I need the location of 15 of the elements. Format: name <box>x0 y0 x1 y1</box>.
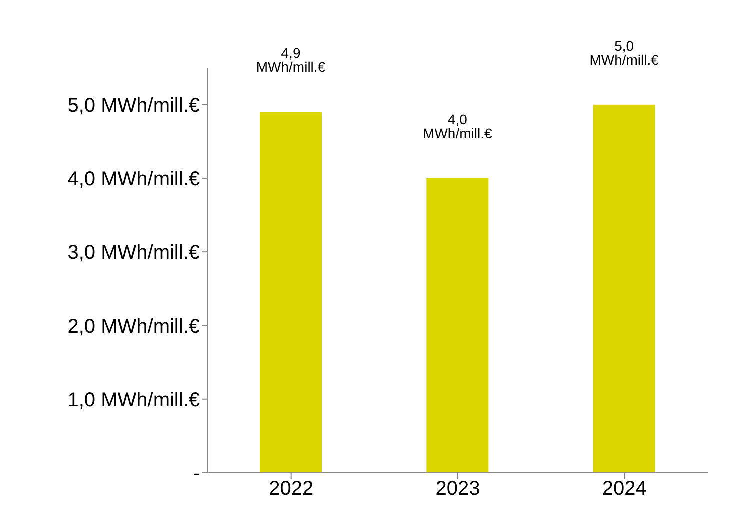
x-tick-label: 2024 <box>602 478 647 500</box>
y-tick-label: 3,0 MWh/mill.€ <box>68 242 200 264</box>
y-tick-label: - <box>193 463 200 486</box>
data-label: 4,0 MWh/mill.€ <box>423 111 492 142</box>
data-label: 4,9 MWh/mill.€ <box>256 45 326 76</box>
bar <box>426 178 489 473</box>
x-tick-label: 2023 <box>436 478 480 500</box>
y-tick-label: 5,0 MWh/mill.€ <box>68 94 200 117</box>
y-tick-label: 4,0 MWh/mill.€ <box>68 168 200 191</box>
x-tick-label: 2022 <box>269 478 314 500</box>
bar <box>593 104 656 473</box>
data-label: 5,0 MWh/mill.€ <box>590 38 660 68</box>
bar <box>260 112 322 473</box>
y-tick-label: 2,0 MWh/mill.€ <box>68 316 200 338</box>
y-tick-label: 1,0 MWh/mill.€ <box>68 389 200 412</box>
